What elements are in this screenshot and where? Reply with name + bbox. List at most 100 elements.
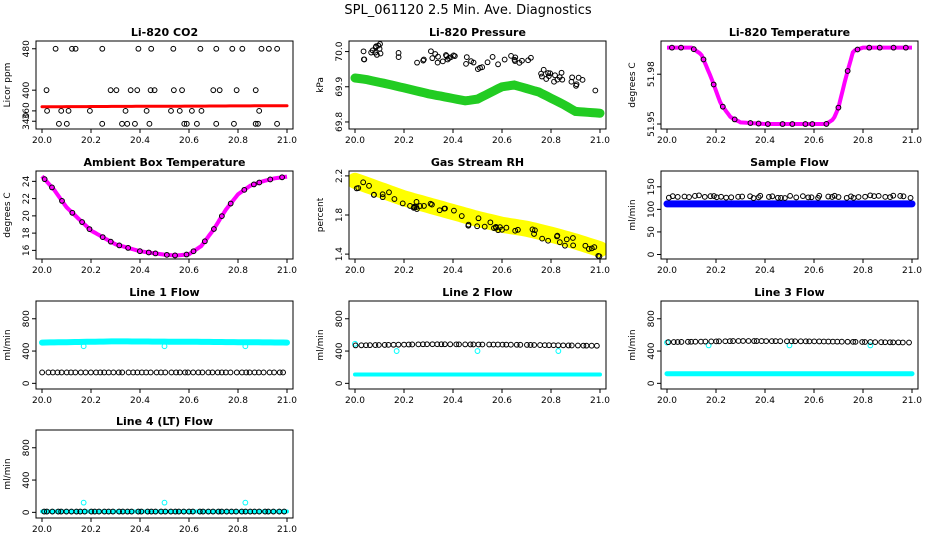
data-point bbox=[86, 107, 93, 114]
data-point bbox=[728, 194, 735, 201]
data-point bbox=[565, 342, 572, 349]
series-2 bbox=[40, 104, 289, 109]
data-point bbox=[110, 369, 117, 376]
data-point bbox=[115, 369, 122, 376]
data-point bbox=[59, 197, 65, 204]
y-tick-label: 18 bbox=[22, 227, 32, 239]
x-tick-label: 20.6 bbox=[179, 136, 199, 146]
data-point bbox=[779, 121, 786, 127]
data-point bbox=[434, 59, 441, 66]
figure-suptitle: SPL_061120 2.5 Min. Ave. Diagnostics bbox=[344, 3, 591, 18]
data-point bbox=[696, 192, 702, 199]
data-point bbox=[227, 200, 234, 207]
data-point bbox=[49, 184, 55, 191]
data-point bbox=[458, 213, 465, 219]
data-point bbox=[360, 56, 367, 63]
x-tick-label: 20.2 bbox=[706, 136, 726, 146]
x-tick-label: 20.8 bbox=[853, 136, 873, 146]
data-point bbox=[462, 341, 469, 348]
data-point bbox=[87, 369, 94, 376]
data-point bbox=[401, 341, 407, 348]
data-point bbox=[710, 81, 717, 88]
data-point bbox=[186, 508, 192, 515]
data-point bbox=[429, 341, 436, 348]
series-band bbox=[40, 104, 289, 109]
y-tick-label: 400 bbox=[22, 342, 32, 359]
data-point bbox=[414, 59, 420, 66]
data-point bbox=[862, 339, 868, 345]
data-point bbox=[210, 508, 216, 515]
data-point bbox=[456, 341, 462, 348]
data-point bbox=[867, 339, 874, 345]
data-point bbox=[579, 76, 586, 83]
chart-title: Li-820 Pressure bbox=[429, 26, 526, 39]
data-point bbox=[778, 195, 784, 201]
x-tick-label: 20.4 bbox=[443, 266, 463, 276]
data-point bbox=[119, 120, 125, 127]
data-point bbox=[198, 107, 205, 114]
data-point bbox=[252, 120, 259, 127]
data-point bbox=[162, 369, 169, 376]
data-point bbox=[395, 341, 402, 348]
data-point bbox=[190, 369, 197, 376]
plot-area bbox=[663, 192, 916, 208]
y-tick-label: 400 bbox=[22, 81, 32, 98]
data-point bbox=[887, 194, 894, 200]
data-point bbox=[421, 203, 427, 209]
data-point bbox=[91, 508, 98, 515]
data-point bbox=[823, 121, 830, 127]
x-tick-label: 20.6 bbox=[179, 525, 199, 535]
data-point bbox=[538, 70, 544, 77]
data-point bbox=[238, 508, 245, 515]
data-point bbox=[508, 52, 514, 59]
data-point bbox=[438, 341, 445, 348]
data-point bbox=[552, 72, 558, 79]
data-point bbox=[592, 87, 599, 94]
series-1 bbox=[350, 73, 605, 118]
data-point bbox=[188, 107, 195, 114]
data-point bbox=[739, 193, 746, 200]
data-point bbox=[256, 107, 263, 114]
data-point bbox=[559, 76, 566, 83]
data-point bbox=[570, 242, 577, 249]
data-point bbox=[116, 242, 123, 249]
data-point bbox=[805, 194, 812, 201]
data-point bbox=[479, 341, 486, 348]
data-point bbox=[132, 120, 138, 127]
data-point bbox=[701, 193, 708, 200]
data-point bbox=[441, 341, 448, 348]
data-point bbox=[475, 341, 482, 348]
data-point bbox=[86, 226, 93, 232]
data-point bbox=[439, 58, 446, 65]
series-2 bbox=[80, 499, 249, 506]
series-2 bbox=[665, 192, 914, 201]
data-point bbox=[512, 227, 519, 234]
data-point bbox=[787, 193, 793, 199]
data-point bbox=[116, 508, 122, 515]
y-tick-label: 69.8 bbox=[335, 112, 345, 132]
data-point bbox=[764, 121, 771, 127]
data-point bbox=[890, 192, 897, 199]
y-tick-label: 24 bbox=[22, 175, 32, 187]
data-point bbox=[735, 193, 742, 200]
data-point bbox=[700, 56, 707, 63]
x-axis: 20.0 20.2 20.4 20.6 20.8 21.0 bbox=[657, 129, 922, 146]
data-point bbox=[560, 342, 567, 349]
data-point bbox=[280, 369, 286, 376]
data-point bbox=[125, 369, 132, 376]
x-tick-label: 20.2 bbox=[81, 136, 101, 146]
panels: Li-820 CO2 20.0 20.2 20.4 20.6 20.8 21.0 340360… bbox=[3, 26, 922, 535]
data-point bbox=[499, 226, 505, 233]
data-point bbox=[215, 508, 222, 515]
data-point bbox=[774, 194, 781, 201]
data-point bbox=[434, 341, 441, 348]
series-3 bbox=[39, 369, 286, 376]
series-line bbox=[40, 174, 288, 258]
x-axis: 20.0 20.2 20.4 20.6 20.8 21.0 bbox=[32, 129, 297, 146]
data-point bbox=[233, 369, 240, 376]
data-point bbox=[707, 193, 714, 200]
data-point bbox=[446, 55, 452, 61]
data-point bbox=[878, 339, 885, 346]
data-point bbox=[231, 120, 237, 127]
